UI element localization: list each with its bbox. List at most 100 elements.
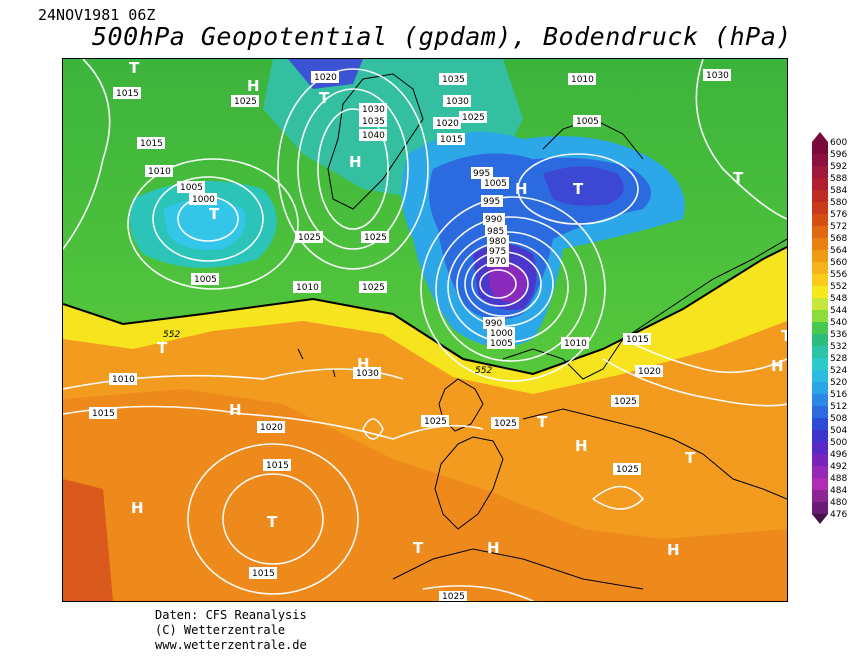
credits: Daten: CFS Reanalysis (C) Wetterzentrale… bbox=[155, 608, 307, 653]
high-center: H bbox=[487, 539, 500, 557]
legend-swatch bbox=[812, 478, 828, 491]
high-center: H bbox=[349, 153, 362, 171]
pressure-label: 1025 bbox=[364, 233, 387, 243]
legend-swatch bbox=[812, 154, 828, 167]
credit-line-website: www.wetterzentrale.de bbox=[155, 638, 307, 652]
pressure-label: 980 bbox=[489, 237, 506, 247]
low-center: T bbox=[685, 449, 696, 467]
legend-tick-label: 548 bbox=[830, 294, 847, 304]
legend-swatch bbox=[812, 226, 828, 239]
pressure-label: 1025 bbox=[494, 419, 517, 429]
contour-552 bbox=[63, 246, 787, 376]
pressure-label: 1025 bbox=[462, 113, 485, 123]
color-legend: 600 596 592 588 584 580 576 572 568 564 560 556 552 5… bbox=[812, 132, 847, 524]
pressure-label: 1015 bbox=[266, 461, 289, 471]
legend-tick-label: 600 bbox=[830, 138, 847, 148]
legend-swatch bbox=[812, 346, 828, 359]
pressure-label: 985 bbox=[487, 227, 504, 237]
legend-tick-label: 480 bbox=[830, 498, 847, 508]
legend-swatch bbox=[812, 166, 828, 179]
pressure-labels: 1015 1020 1025 1035 1030 1010 1030 1030 … bbox=[89, 69, 731, 602]
legend-tick-label: 520 bbox=[830, 378, 847, 388]
pressure-label: 1015 bbox=[116, 89, 139, 99]
pressure-label: 1020 bbox=[436, 119, 459, 129]
legend-swatch bbox=[812, 238, 828, 251]
legend-arrow-top bbox=[812, 132, 828, 142]
legend-swatch bbox=[812, 190, 828, 203]
pressure-label: 1025 bbox=[298, 233, 321, 243]
hot-region-west bbox=[63, 479, 113, 601]
low-north-core bbox=[543, 166, 624, 206]
legend-tick-label: 484 bbox=[830, 486, 847, 496]
high-center: H bbox=[575, 437, 588, 455]
legend-tick-label: 580 bbox=[830, 198, 847, 208]
legend-swatch bbox=[812, 490, 828, 503]
high-center: H bbox=[667, 541, 680, 559]
low-core-center bbox=[488, 263, 527, 303]
pressure-label: 970 bbox=[489, 257, 506, 267]
low-center: T bbox=[129, 59, 140, 77]
date-label: 24NOV1981 06Z bbox=[38, 6, 156, 24]
pressure-label: 1025 bbox=[614, 397, 637, 407]
low-center: T bbox=[157, 339, 168, 357]
legend-swatch bbox=[812, 406, 828, 419]
legend-swatch bbox=[812, 142, 828, 155]
legend-tick-label: 536 bbox=[830, 330, 847, 340]
pressure-label: 1010 bbox=[296, 283, 319, 293]
legend-tick-label: 572 bbox=[830, 222, 847, 232]
legend-swatch bbox=[812, 442, 828, 455]
legend-tick-label: 576 bbox=[830, 210, 847, 220]
legend-tick-label: 524 bbox=[830, 366, 847, 376]
pressure-label: 990 bbox=[485, 215, 502, 225]
pressure-label: 990 bbox=[485, 319, 502, 329]
pressure-label: 1005 bbox=[576, 117, 599, 127]
legend-tick-label: 532 bbox=[830, 342, 847, 352]
legend-swatch bbox=[812, 310, 828, 323]
pressure-label: 1035 bbox=[442, 75, 465, 85]
legend-tick-label: 596 bbox=[830, 150, 847, 160]
legend-tick-label: 528 bbox=[830, 354, 847, 364]
pressure-label: 1030 bbox=[362, 105, 385, 115]
legend-tick-label: 492 bbox=[830, 462, 847, 472]
legend-tick-label: 516 bbox=[830, 390, 847, 400]
legend-tick-label: 560 bbox=[830, 258, 847, 268]
legend-tick-label: 564 bbox=[830, 246, 847, 256]
legend-tick-label: 552 bbox=[830, 282, 847, 292]
high-center: H bbox=[229, 401, 242, 419]
pressure-label: 995 bbox=[483, 197, 500, 207]
pressure-label: 1025 bbox=[234, 97, 257, 107]
legend-tick-label: 568 bbox=[830, 234, 847, 244]
legend-tick-label: 556 bbox=[830, 270, 847, 280]
legend-tick-label: 592 bbox=[830, 162, 847, 172]
legend-swatch bbox=[812, 274, 828, 287]
pressure-label: 1030 bbox=[706, 71, 729, 81]
pressure-label: 1010 bbox=[571, 75, 594, 85]
legend-swatch bbox=[812, 418, 828, 431]
map-title: 500hPa Geopotential (gpdam), Bodendruck … bbox=[92, 22, 792, 51]
high-center: H bbox=[131, 499, 144, 517]
low-center: T bbox=[573, 180, 584, 198]
low-center: T bbox=[781, 327, 788, 345]
pressure-label: 1000 bbox=[490, 329, 513, 339]
high-center: H bbox=[771, 357, 784, 375]
legend-tick-label: 512 bbox=[830, 402, 847, 412]
legend-swatch bbox=[812, 502, 828, 515]
legend-swatch bbox=[812, 202, 828, 215]
pressure-label: 1020 bbox=[638, 367, 661, 377]
contour-labels: 552 552 bbox=[163, 330, 492, 376]
pressure-label: 1030 bbox=[356, 369, 379, 379]
legend-swatch bbox=[812, 286, 828, 299]
credit-line-data: Daten: CFS Reanalysis bbox=[155, 608, 307, 622]
pressure-label: 1025 bbox=[362, 283, 385, 293]
pressure-label: 1020 bbox=[260, 423, 283, 433]
pressure-label: 1025 bbox=[442, 592, 465, 602]
pressure-label: 1005 bbox=[484, 179, 507, 189]
pressure-label: 1015 bbox=[92, 409, 115, 419]
legend-swatch bbox=[812, 394, 828, 407]
legend-swatch bbox=[812, 322, 828, 335]
legend-tick-label: 488 bbox=[830, 474, 847, 484]
pressure-label: 1005 bbox=[490, 339, 513, 349]
high-center: H bbox=[247, 77, 260, 95]
pressure-label: 1015 bbox=[140, 139, 163, 149]
legend-tick-label: 500 bbox=[830, 438, 847, 448]
